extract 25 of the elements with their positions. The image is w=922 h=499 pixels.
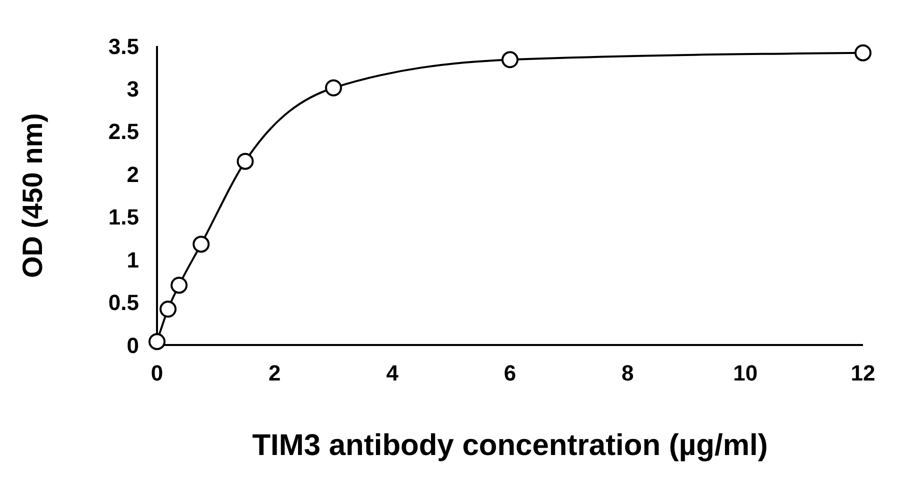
- x-tick-label: 12: [850, 360, 876, 386]
- y-tick-label: 0: [126, 332, 139, 358]
- point: [236, 152, 254, 170]
- point: [160, 300, 177, 318]
- x-axis-title: TIM3 antibody concentration (µg/ml): [252, 429, 768, 462]
- y-tick-label: 1: [126, 247, 139, 272]
- y-tick-label: 2.5: [108, 119, 139, 144]
- x-tick-label: 2: [268, 360, 281, 386]
- y-tick-label: 3: [126, 76, 139, 102]
- x-tick-label: 0: [150, 360, 164, 386]
- y-axis-title: OD (450 nm): [16, 113, 48, 278]
- point: [854, 44, 872, 62]
- point: [325, 79, 342, 96]
- x-tick-label: 4: [386, 360, 400, 386]
- y-tick-label: 2: [126, 162, 139, 187]
- y-tick-label: 3.5: [108, 34, 139, 59]
- x-tick-label: 8: [622, 360, 634, 386]
- point: [192, 236, 210, 253]
- point: [502, 51, 518, 68]
- y-tick-label: 0.5: [108, 290, 139, 316]
- y-tick-label: 1.5: [108, 204, 139, 230]
- x-tick-label: 6: [504, 360, 516, 386]
- point: [148, 333, 166, 350]
- x-tick-label: 10: [733, 360, 758, 386]
- point: [170, 276, 188, 294]
